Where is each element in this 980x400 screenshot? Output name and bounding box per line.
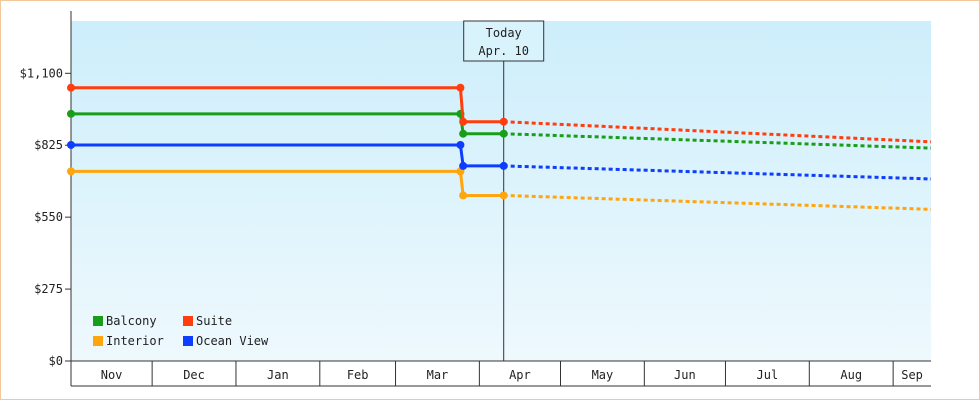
- legend-label: Suite: [196, 314, 233, 328]
- data-point: [459, 129, 468, 138]
- legend-item: Balcony: [93, 314, 157, 328]
- legend-item: Suite: [183, 314, 232, 328]
- data-point: [456, 83, 465, 92]
- series-forecast-line: [503, 120, 932, 144]
- series-forecast-line: [503, 193, 932, 211]
- series-line: [71, 169, 504, 197]
- x-tick-label: Dec: [183, 368, 205, 382]
- legend-label: Balcony: [106, 314, 157, 328]
- y-tick-label: $550: [34, 210, 63, 224]
- legend-item: Ocean View: [183, 334, 268, 348]
- data-point: [459, 191, 468, 200]
- data-point: [67, 167, 75, 176]
- today-label: Today: [486, 26, 522, 40]
- legend-swatch: [93, 316, 103, 326]
- today-box: [463, 20, 545, 62]
- x-tick-label: Nov: [101, 368, 123, 382]
- legend-label: Interior: [106, 334, 164, 348]
- x-tick-label: Apr: [509, 368, 531, 382]
- series-line: [71, 143, 504, 168]
- plot-area: [71, 21, 931, 361]
- data-point: [67, 83, 75, 92]
- data-point: [499, 129, 508, 138]
- data-point: [459, 117, 468, 126]
- series-line: [71, 86, 504, 124]
- legend-label: Ocean View: [196, 334, 269, 348]
- legend-swatch: [183, 316, 193, 326]
- y-tick-label: $275: [34, 282, 63, 296]
- data-point: [67, 109, 75, 118]
- data-point: [499, 191, 508, 200]
- x-tick-label: May: [592, 368, 614, 382]
- x-tick-label: Jun: [674, 368, 696, 382]
- today-date: Apr. 10: [478, 44, 529, 58]
- legend-item: Interior: [93, 334, 164, 348]
- series-forecast-line: [503, 164, 932, 181]
- data-point: [67, 140, 75, 149]
- y-tick-label: $0: [49, 354, 63, 368]
- x-tick-label: Sep: [901, 368, 923, 382]
- x-tick-label: Jan: [267, 368, 289, 382]
- legend-swatch: [183, 336, 193, 346]
- x-tick-label: Feb: [347, 368, 369, 382]
- data-point: [499, 117, 508, 126]
- data-point: [499, 161, 508, 170]
- x-tick-label: Mar: [427, 368, 449, 382]
- legend-swatch: [93, 336, 103, 346]
- y-tick-label: $1,100: [20, 66, 63, 80]
- x-tick-label: Jul: [757, 368, 779, 382]
- y-tick-label: $825: [34, 138, 63, 152]
- data-point: [459, 161, 468, 170]
- x-tick-label: Aug: [840, 368, 862, 382]
- data-point: [456, 140, 465, 149]
- series-forecast-line: [503, 132, 932, 150]
